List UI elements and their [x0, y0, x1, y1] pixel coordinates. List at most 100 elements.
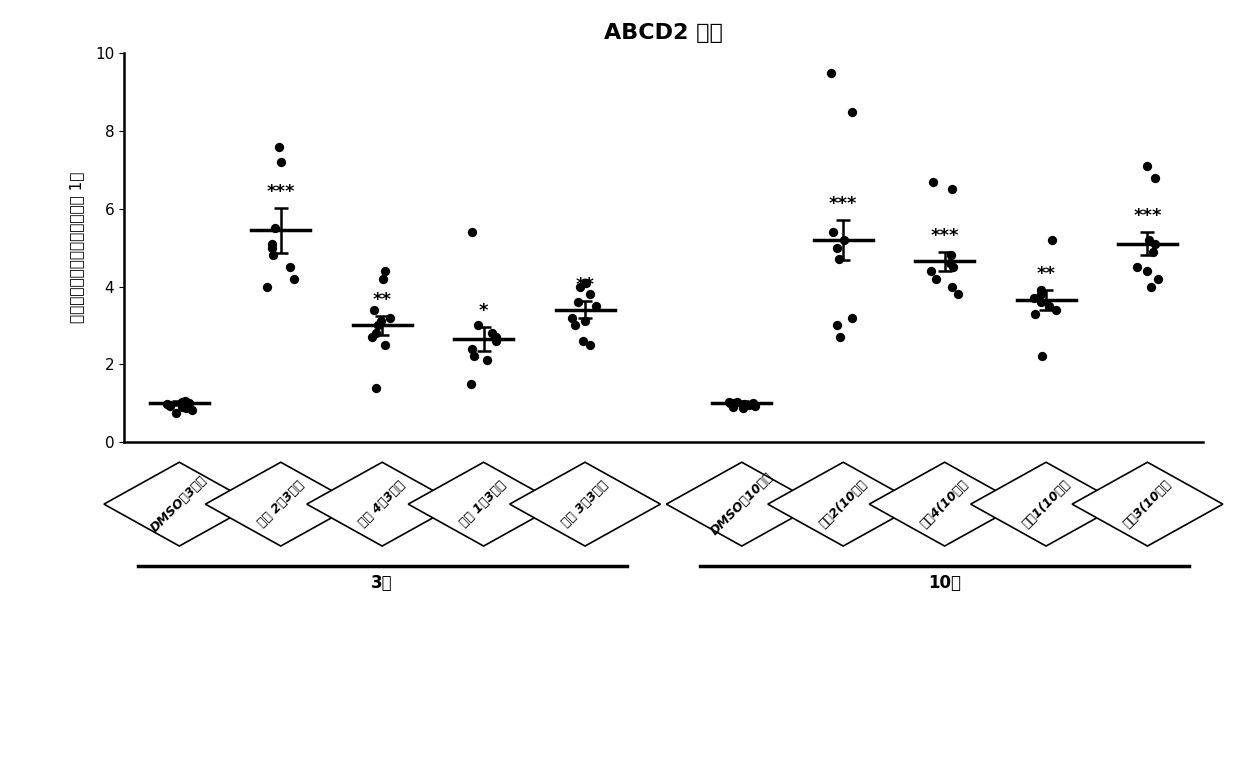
- Text: 10天: 10天: [928, 574, 961, 592]
- Point: [1030, 288, 1050, 300]
- Point: [172, 395, 192, 408]
- Point: [727, 395, 746, 408]
- Point: [921, 265, 941, 277]
- Point: [1141, 280, 1161, 293]
- Point: [1047, 304, 1066, 316]
- Point: [562, 312, 582, 324]
- Point: [1032, 296, 1052, 308]
- Point: [944, 261, 963, 273]
- Point: [822, 66, 842, 78]
- Point: [573, 335, 593, 347]
- Point: [575, 277, 595, 289]
- Text: *: *: [479, 303, 489, 320]
- Text: 实验 1（3天）: 实验 1（3天）: [458, 479, 510, 530]
- Text: 实验2(10天）: 实验2(10天）: [817, 478, 869, 530]
- Point: [182, 404, 202, 416]
- Point: [744, 398, 764, 410]
- Text: **: **: [373, 290, 392, 309]
- Point: [461, 343, 481, 355]
- Text: ***: ***: [1133, 207, 1162, 225]
- Point: [160, 399, 180, 411]
- Point: [284, 273, 304, 285]
- Point: [723, 396, 743, 408]
- Point: [463, 226, 482, 239]
- Point: [469, 319, 489, 331]
- Text: ***: ***: [267, 183, 295, 200]
- Point: [172, 401, 192, 413]
- Point: [269, 140, 289, 152]
- Text: 实验 2（3天）: 实验 2（3天）: [255, 479, 306, 530]
- Point: [1039, 299, 1059, 312]
- Point: [1025, 308, 1045, 320]
- Point: [1137, 265, 1157, 277]
- Point: [830, 253, 849, 265]
- Point: [949, 288, 968, 300]
- Point: [1032, 284, 1052, 296]
- Point: [842, 105, 862, 117]
- Point: [564, 319, 584, 331]
- Point: [831, 331, 851, 343]
- Point: [362, 331, 382, 343]
- Y-axis label: 诱导倍数（经载体处理的设定为 1）: 诱导倍数（经载体处理的设定为 1）: [69, 172, 84, 323]
- Point: [367, 382, 387, 394]
- Point: [1024, 292, 1044, 304]
- Point: [942, 280, 962, 293]
- Point: [1032, 351, 1052, 363]
- Point: [827, 242, 847, 254]
- Point: [926, 273, 946, 285]
- Point: [1127, 261, 1147, 273]
- Text: 实验 4（3天）: 实验 4（3天）: [357, 479, 408, 530]
- Point: [739, 399, 759, 411]
- Point: [180, 397, 200, 409]
- Text: 实验 3（3天）: 实验 3（3天）: [559, 479, 610, 530]
- Point: [376, 338, 396, 351]
- Point: [365, 304, 384, 316]
- Title: ABCD2 诱导: ABCD2 诱导: [604, 24, 723, 43]
- Point: [373, 273, 393, 285]
- Point: [262, 238, 281, 250]
- Point: [176, 402, 196, 415]
- Point: [1043, 234, 1063, 246]
- Text: 实验1(10天）: 实验1(10天）: [1019, 478, 1073, 530]
- Point: [575, 315, 595, 328]
- Point: [719, 396, 739, 408]
- Text: ***: ***: [930, 226, 959, 245]
- Point: [263, 249, 283, 261]
- Point: [1140, 234, 1159, 246]
- Point: [486, 335, 506, 347]
- Text: **: **: [575, 277, 594, 294]
- Point: [940, 257, 960, 269]
- Text: 实验3(10天）: 实验3(10天）: [1121, 478, 1174, 530]
- Point: [381, 312, 401, 324]
- Point: [1137, 160, 1157, 172]
- Point: [258, 280, 278, 293]
- Point: [461, 377, 481, 389]
- Point: [587, 299, 606, 312]
- Point: [734, 398, 754, 410]
- Point: [835, 234, 854, 246]
- Point: [1148, 273, 1168, 285]
- Point: [1145, 171, 1164, 184]
- Point: [723, 401, 743, 413]
- Point: [1143, 245, 1163, 258]
- Point: [465, 351, 485, 363]
- Point: [579, 288, 599, 300]
- Point: [160, 400, 180, 412]
- Point: [262, 242, 281, 254]
- Text: ***: ***: [830, 194, 857, 213]
- Point: [280, 261, 300, 273]
- Point: [842, 312, 862, 324]
- Text: DMSO（10天）: DMSO（10天）: [708, 470, 775, 538]
- Point: [580, 338, 600, 351]
- Point: [371, 315, 391, 328]
- Point: [482, 327, 502, 339]
- Point: [823, 226, 843, 239]
- Point: [374, 265, 394, 277]
- Point: [942, 183, 962, 195]
- Point: [745, 400, 765, 412]
- Text: 实验4(10天）: 实验4(10天）: [918, 478, 971, 530]
- Point: [1145, 238, 1164, 250]
- Point: [923, 175, 942, 187]
- Text: 3天: 3天: [371, 574, 393, 592]
- Point: [568, 296, 588, 308]
